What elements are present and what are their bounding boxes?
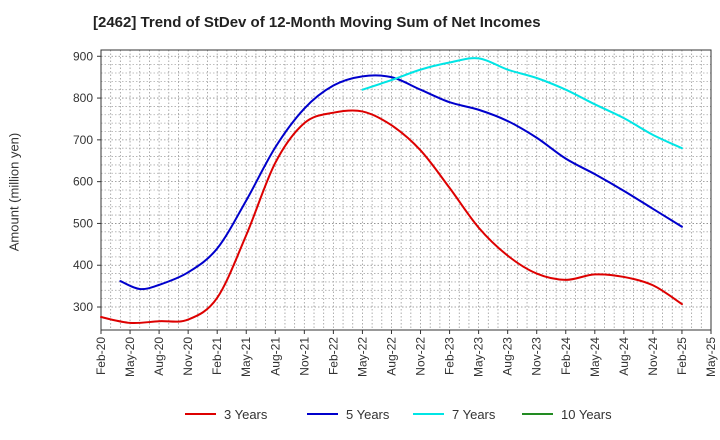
chart-title: [2462] Trend of StDev of 12-Month Moving… bbox=[93, 14, 541, 31]
plot-frame bbox=[100, 49, 712, 331]
x-tick-label: Aug-24 bbox=[617, 337, 631, 376]
x-tick-label: Aug-22 bbox=[384, 337, 398, 376]
legend-label-5-years: 5 Years bbox=[346, 407, 390, 422]
legend-label-10-years: 10 Years bbox=[561, 407, 612, 422]
x-tick-label: May-24 bbox=[588, 337, 602, 377]
y-tick-label: 700 bbox=[73, 133, 93, 147]
y-tick-label: 900 bbox=[73, 49, 93, 63]
series-line-3-years bbox=[100, 109, 683, 325]
series-line-5-years bbox=[119, 74, 683, 291]
x-tick-label: Feb-24 bbox=[559, 337, 573, 375]
x-tick-label: Feb-20 bbox=[94, 337, 108, 375]
x-tick-label: May-20 bbox=[123, 337, 137, 377]
x-tick-label: Feb-22 bbox=[326, 337, 340, 375]
y-tick-label: 600 bbox=[73, 175, 93, 189]
legend-label-3-years: 3 Years bbox=[224, 407, 268, 422]
x-tick-label: Aug-20 bbox=[152, 337, 166, 376]
x-tick-label: Aug-23 bbox=[501, 337, 515, 376]
x-tick-label: Nov-23 bbox=[530, 337, 544, 376]
x-tick-label: Nov-22 bbox=[414, 337, 428, 376]
x-tick-label: Nov-20 bbox=[181, 337, 195, 376]
x-tick-label: May-22 bbox=[355, 337, 369, 377]
y-tick-label: 800 bbox=[73, 91, 93, 105]
x-tick-label: Aug-21 bbox=[268, 337, 282, 376]
series-line-7-years bbox=[361, 57, 683, 150]
y-tick-label: 500 bbox=[73, 216, 93, 230]
legend-label-7-years: 7 Years bbox=[452, 407, 496, 422]
x-tick-label: Feb-25 bbox=[675, 337, 689, 375]
x-tick-label: Nov-21 bbox=[297, 337, 311, 376]
x-tick-label: May-25 bbox=[704, 337, 718, 377]
x-tick-label: May-23 bbox=[472, 337, 486, 377]
x-tick-label: May-21 bbox=[239, 337, 253, 377]
x-tick-label: Feb-21 bbox=[210, 337, 224, 375]
y-tick-label: 300 bbox=[73, 300, 93, 314]
x-tick-label: Nov-24 bbox=[646, 337, 660, 376]
y-tick-label: 400 bbox=[73, 258, 93, 272]
x-tick-label: Feb-23 bbox=[443, 337, 457, 375]
